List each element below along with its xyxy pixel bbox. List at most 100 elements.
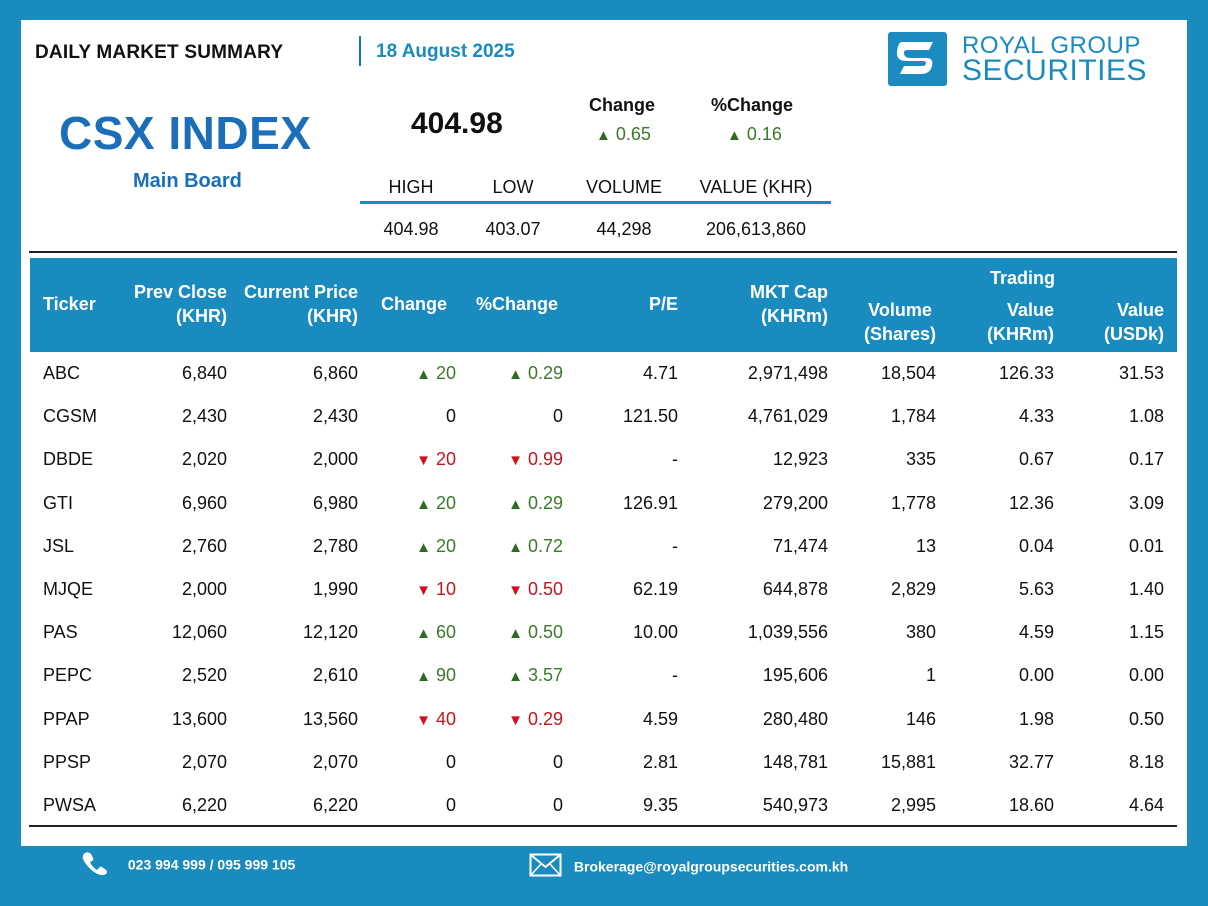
col-pct-change: %Change (476, 294, 559, 314)
cell-pe: 10.00 (632, 622, 678, 643)
stat-header-volume: VOLUME (585, 177, 663, 197)
stat-header-value: VALUE (KHR) (699, 177, 813, 197)
cell-cap: 12,923 (772, 449, 828, 470)
cell-vusd: 0.50 (1128, 708, 1164, 729)
cell-pct: 0 (552, 406, 563, 427)
cell-vusd: 1.08 (1128, 406, 1164, 427)
cell-vkhr: 0.67 (1018, 449, 1054, 470)
col-volume-line2: (Shares) (863, 324, 937, 344)
cell-pct: ▲ 0.50 (470, 611, 563, 654)
table-bottom-rule (29, 825, 1177, 827)
logo-badge-icon (888, 32, 947, 86)
cell-chg: ▲ 20 (375, 482, 456, 525)
cell-prev: 2,760 (181, 535, 227, 556)
col-value-khr: Value (KHRm) (960, 298, 1054, 346)
cell-ticker: GTI (43, 492, 73, 513)
index-name: CSX INDEX (59, 107, 312, 159)
pct-change-label: %Change (711, 95, 794, 115)
cell-chg-value: 20 (430, 535, 456, 556)
cell-pct: ▼ 0.50 (470, 568, 563, 611)
cell-chg: 0 (445, 795, 456, 815)
cell-ticker: PAS (43, 622, 78, 643)
col-value-usd: Value (USDk) (1080, 298, 1164, 346)
cell-cur: 2,780 (312, 535, 358, 556)
cell-cap: 71,474 (772, 535, 828, 556)
col-change: Change (381, 294, 448, 314)
cell-vkhr: 4.59 (1018, 622, 1054, 643)
cell-pe: 126.91 (622, 492, 678, 513)
cell-chg: ▲ 60 (375, 611, 456, 654)
cell-prev: 2,430 (181, 406, 227, 427)
cell-pct: ▼ 0.99 (470, 438, 563, 481)
cell-vusd: 0.01 (1128, 535, 1164, 556)
cell-vkhr: 0.04 (1018, 535, 1054, 556)
cell-pct: ▲ 0.72 (470, 525, 563, 568)
cell-pct: 0 (552, 751, 563, 772)
stat-value-high: 404.98 (383, 219, 439, 239)
up-triangle-icon: ▲ (508, 366, 523, 383)
cell-chg-value: 20 (430, 492, 456, 513)
cell-prev: 2,000 (181, 579, 227, 599)
cell-chg: ▼ 20 (375, 438, 456, 481)
down-triangle-icon: ▼ (416, 711, 431, 729)
cell-pe: 121.50 (622, 406, 678, 427)
cell-chg-value: 40 (430, 708, 456, 729)
footer-phone: 023 994 999 / 095 999 105 (80, 850, 295, 879)
cell-vol: 335 (905, 449, 936, 470)
cell-vusd: 3.09 (1128, 492, 1164, 513)
cell-vol: 146 (905, 708, 936, 729)
cell-vusd: 1.40 (1128, 579, 1164, 599)
cell-ticker: PEPC (43, 665, 93, 686)
cell-pct-value: 0.29 (522, 363, 563, 383)
cell-ticker: MJQE (43, 579, 94, 599)
cell-cap: 1,039,556 (747, 622, 828, 643)
cell-prev: 13,600 (171, 708, 227, 729)
cell-pct-value: 0.72 (522, 535, 563, 556)
email-address[interactable]: Brokerage@royalgroupsecurities.com.kh (573, 858, 849, 875)
cell-vol: 2,995 (890, 795, 936, 815)
cell-pe: - (672, 665, 678, 686)
down-triangle-icon: ▼ (508, 711, 523, 729)
table-row: MJQE 2,000 1,990 ▼ 10 ▼ 0.50 62.19 644,878 2,82… (30, 568, 1177, 611)
col-ticker: Ticker (43, 294, 96, 314)
down-triangle-icon: ▼ (508, 452, 523, 470)
pct-change-value-group: ▲ 0.16 (727, 124, 782, 145)
cell-pct-value: 0.29 (522, 492, 563, 513)
stat-value-low: 403.07 (485, 219, 541, 239)
cell-ticker: ABC (43, 363, 81, 383)
up-triangle-icon: ▲ (508, 538, 523, 556)
table-row: PPSP 2,070 2,070 0 0 2.81 148,781 15,881 32.77 8.… (30, 741, 1177, 784)
cell-pct: ▼ 0.29 (470, 698, 563, 741)
down-triangle-icon: ▼ (508, 582, 523, 599)
col-current-price-line2: (KHR) (307, 306, 358, 326)
cell-vkhr: 0.00 (1018, 665, 1054, 686)
table-row: PEPC 2,520 2,610 ▲ 90 ▲ 3.57-195,606 1 0.00 0.0… (30, 654, 1177, 697)
cell-pe: 4.59 (642, 708, 678, 729)
cell-chg: ▲ 90 (375, 654, 456, 697)
table-row: PPAP 13,600 13,560 ▼ 40 ▼ 0.29 4.59 280,480 146… (30, 698, 1177, 741)
up-triangle-icon: ▲ (416, 625, 431, 643)
cell-cap: 279,200 (762, 492, 828, 513)
cell-vusd: 8.18 (1128, 751, 1164, 772)
cell-chg-value: 20 (430, 449, 456, 470)
col-volume-line1: Volume (868, 300, 932, 320)
stat-header-high: HIGH (388, 177, 434, 197)
cell-prev: 6,960 (181, 492, 227, 513)
stat-value-volume: 44,298 (596, 219, 652, 239)
logo-text-line2: SECURITIES (962, 54, 1148, 87)
cell-prev: 12,060 (171, 622, 227, 643)
col-current-price: Current Price (KHR) (230, 280, 358, 328)
up-triangle-icon: ▲ (416, 495, 431, 513)
cell-vkhr: 5.63 (1018, 579, 1054, 599)
table-row: DBDE 2,020 2,000 ▼ 20 ▼ 0.99-12,923 335 0.67 0.… (30, 438, 1177, 481)
col-current-price-line1: Current Price (243, 282, 358, 302)
up-triangle-icon: ▲ (596, 127, 611, 144)
cell-ticker: PWSA (43, 795, 97, 815)
cell-vol: 18,504 (880, 363, 936, 383)
pct-change-value: 0.16 (746, 124, 782, 144)
col-prev-close-line1: Prev Close (133, 282, 227, 302)
cell-vol: 13 (915, 535, 936, 556)
envelope-icon (529, 853, 562, 880)
cell-prev: 6,220 (181, 795, 227, 815)
stats-divider (360, 201, 831, 204)
